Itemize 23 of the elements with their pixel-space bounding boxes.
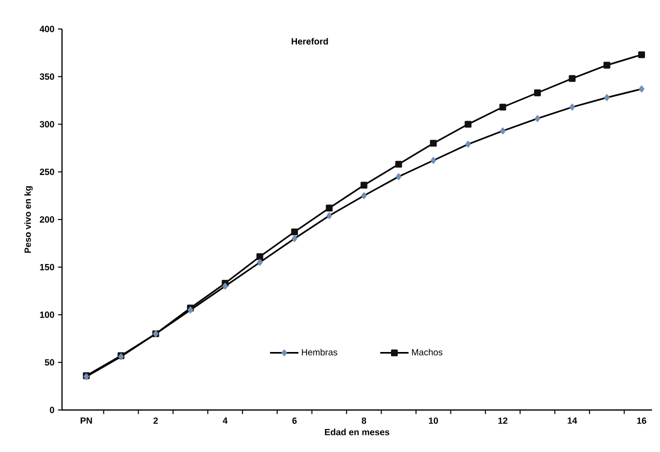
x-tick-label: 8 [362, 417, 366, 424]
x-tick-label: PN [80, 417, 92, 424]
x-tick-label: 12 [498, 417, 508, 424]
legend-label: Hembras [302, 348, 338, 356]
x-tick-label: 6 [292, 417, 297, 424]
y-tick-label: 400 [40, 26, 54, 32]
y-tick-label: 50 [44, 359, 54, 366]
y-tick-label: 300 [40, 121, 54, 128]
x-tick-label: 2 [154, 417, 158, 424]
y-tick-label: 200 [40, 216, 54, 223]
y-tick-label: 350 [40, 73, 54, 80]
text: Hereford [292, 38, 328, 45]
legend-label: Machos [412, 348, 442, 356]
y-tick-label: 100 [40, 312, 54, 318]
x-tick-label: 10 [428, 417, 438, 424]
y-tick-label: 250 [40, 168, 54, 176]
x-tick-label: 14 [568, 417, 578, 424]
y-tick-label: 0 [50, 406, 54, 414]
y-axis-title: Peso vivo en kg [24, 186, 33, 253]
y-tick-label: 150 [40, 264, 54, 270]
x-tick-label: 4 [222, 417, 228, 424]
x-tick-label: 16 [637, 417, 646, 424]
x-axis-title: Edad en meses [324, 428, 390, 436]
